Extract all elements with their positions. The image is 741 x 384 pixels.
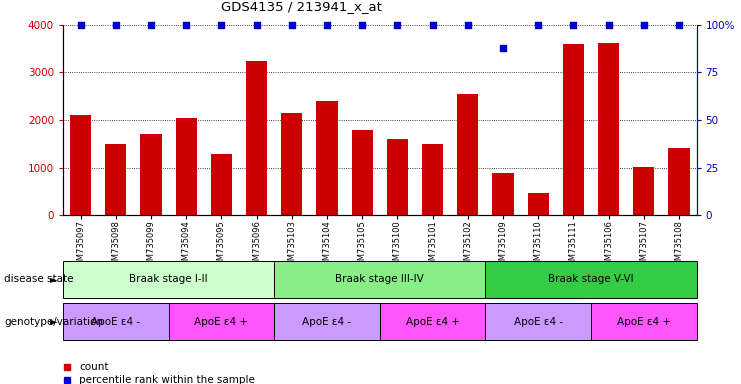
Point xyxy=(568,22,579,28)
Bar xyxy=(351,131,373,215)
Point xyxy=(75,22,87,28)
Point xyxy=(427,22,439,28)
Text: ApoE ε4 -: ApoE ε4 - xyxy=(91,316,140,327)
Bar xyxy=(633,167,654,215)
Bar xyxy=(457,94,478,215)
Point xyxy=(602,22,614,28)
Bar xyxy=(105,144,126,215)
Bar xyxy=(422,144,443,215)
Point xyxy=(532,22,544,28)
Point xyxy=(250,22,262,28)
Point xyxy=(462,22,473,28)
Text: count: count xyxy=(79,362,109,372)
Point xyxy=(673,22,685,28)
Point xyxy=(497,45,509,51)
Bar xyxy=(387,139,408,215)
Bar xyxy=(562,44,584,215)
Bar xyxy=(246,61,267,215)
Bar xyxy=(316,101,337,215)
Text: genotype/variation: genotype/variation xyxy=(4,316,104,327)
Bar xyxy=(176,118,197,215)
Text: ►: ► xyxy=(50,274,57,285)
Text: GDS4135 / 213941_x_at: GDS4135 / 213941_x_at xyxy=(222,0,382,13)
Point xyxy=(391,22,403,28)
Text: Braak stage V-VI: Braak stage V-VI xyxy=(548,274,634,285)
Text: ApoE ε4 -: ApoE ε4 - xyxy=(514,316,562,327)
Text: percentile rank within the sample: percentile rank within the sample xyxy=(79,375,255,384)
Point xyxy=(356,22,368,28)
Point xyxy=(145,22,157,28)
Bar xyxy=(281,113,302,215)
Bar xyxy=(492,173,514,215)
Point xyxy=(321,22,333,28)
Text: Braak stage III-IV: Braak stage III-IV xyxy=(336,274,424,285)
Point xyxy=(216,22,227,28)
Bar xyxy=(70,115,91,215)
Point xyxy=(286,22,298,28)
Text: ►: ► xyxy=(50,316,57,327)
Bar xyxy=(528,193,548,215)
Point xyxy=(180,22,192,28)
Text: Braak stage I-II: Braak stage I-II xyxy=(129,274,208,285)
Text: ApoE ε4 +: ApoE ε4 + xyxy=(617,316,671,327)
Bar xyxy=(668,147,689,215)
Bar xyxy=(598,43,619,215)
Text: ApoE ε4 +: ApoE ε4 + xyxy=(405,316,459,327)
Text: ApoE ε4 -: ApoE ε4 - xyxy=(302,316,351,327)
Text: ApoE ε4 +: ApoE ε4 + xyxy=(194,316,248,327)
Point xyxy=(110,22,122,28)
Point xyxy=(638,22,650,28)
Text: disease state: disease state xyxy=(4,274,74,285)
Bar xyxy=(210,154,232,215)
Bar xyxy=(141,134,162,215)
